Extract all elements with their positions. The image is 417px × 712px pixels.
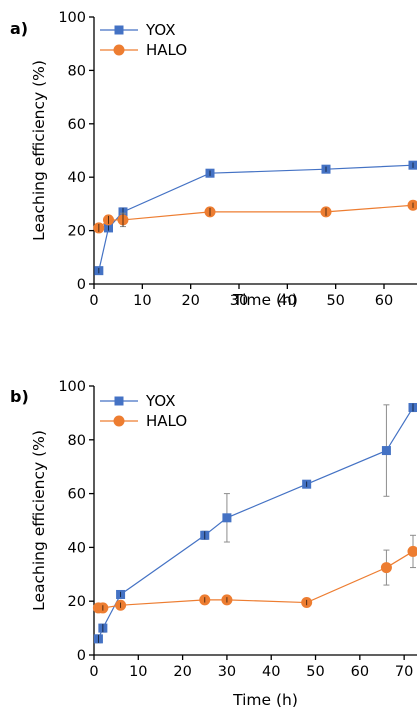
x-tick-label: 50 — [326, 293, 344, 309]
data-point — [381, 446, 391, 456]
series-line — [98, 550, 414, 609]
panel-label: a) — [10, 19, 28, 38]
series-line — [97, 407, 414, 640]
data-point — [380, 562, 392, 574]
x-tick-label: 0 — [89, 664, 98, 680]
legend-marker — [114, 396, 124, 406]
x-tick-label: 20 — [181, 293, 199, 309]
series-yox — [93, 402, 417, 644]
legend-label: HALO — [146, 41, 187, 59]
legend-entry-halo: HALO — [100, 41, 187, 59]
x-axis-title: Time (h) — [232, 291, 298, 309]
x-tick-label: 30 — [218, 664, 236, 680]
y-tick-label: 60 — [68, 487, 86, 503]
y-tick-label: 100 — [58, 10, 86, 26]
y-tick-label: 40 — [68, 540, 86, 556]
y-tick-label: 40 — [68, 170, 86, 186]
x-tick-label: 50 — [306, 664, 324, 680]
series-line — [98, 164, 414, 271]
data-point — [222, 513, 232, 523]
series-halo — [93, 199, 417, 234]
x-tick-label: 10 — [129, 664, 147, 680]
legend-label: HALO — [146, 412, 187, 430]
legend-marker — [113, 44, 125, 56]
y-tick-label: 0 — [77, 277, 86, 293]
legend-entry-yox: YOX — [100, 392, 175, 410]
x-tick-label: 70 — [395, 664, 413, 680]
legend-entry-yox: YOX — [100, 21, 175, 39]
chart-panel-b: b) 0 20 40 60 80 100 0 10 20 30 40 50 60 70 Time (h) Lea… — [10, 379, 417, 709]
y-axis-title: Leaching efficiency (%) — [30, 430, 48, 611]
x-tick-label: 60 — [375, 293, 393, 309]
legend-label: YOX — [145, 392, 175, 410]
data-point — [407, 199, 417, 211]
y-tick-label: 20 — [68, 224, 86, 240]
x-tick-label: 60 — [351, 664, 369, 680]
series-halo — [92, 534, 417, 614]
x-tick-label: 30 — [230, 293, 248, 309]
legend-marker — [113, 415, 125, 427]
legend-entry-halo: HALO — [100, 412, 187, 430]
chart-panel-a: a) 0 20 40 60 80 100 0 10 20 30 40 50 60 Time (h) Leach… — [10, 10, 417, 309]
y-tick-label: 20 — [68, 594, 86, 610]
y-tick-label: 0 — [77, 648, 86, 664]
panel-label: b) — [10, 387, 29, 406]
y-axis-title: Leaching efficiency (%) — [30, 60, 48, 241]
x-tick-label: 40 — [278, 293, 296, 309]
x-tick-label: 0 — [89, 293, 98, 309]
y-tick-label: 80 — [68, 433, 86, 449]
x-tick-label: 20 — [173, 664, 191, 680]
x-tick-label: 10 — [133, 293, 151, 309]
series-yox — [94, 160, 417, 276]
y-tick-label: 100 — [58, 379, 86, 395]
x-tick-label: 40 — [262, 664, 280, 680]
y-tick-label: 60 — [68, 117, 86, 133]
series-line — [98, 204, 414, 229]
data-point — [407, 545, 417, 557]
legend-marker — [114, 25, 124, 35]
x-axis-title: Time (h) — [232, 691, 298, 709]
y-tick-label: 80 — [68, 63, 86, 79]
legend-label: YOX — [145, 21, 175, 39]
